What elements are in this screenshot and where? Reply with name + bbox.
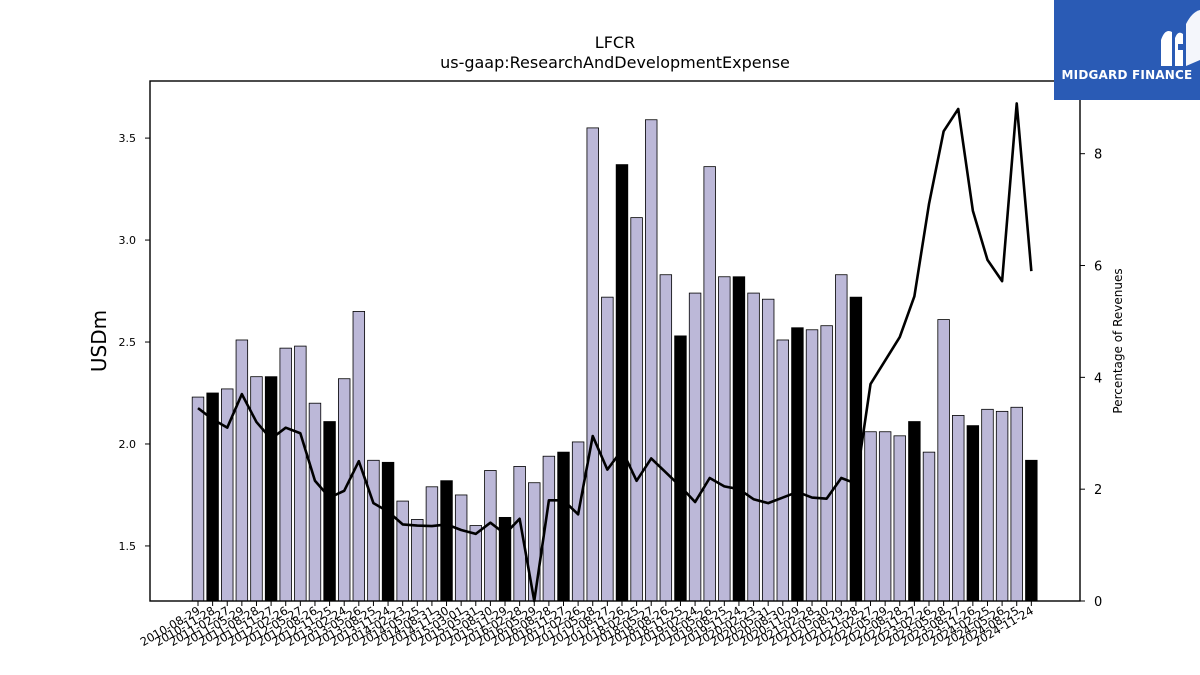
y2-tick-label: 0 <box>1094 595 1102 610</box>
y-tick-label: 3.0 <box>119 234 137 247</box>
bar <box>674 335 687 602</box>
bar <box>761 298 775 602</box>
bar <box>396 500 409 602</box>
bar <box>411 519 424 602</box>
bar <box>294 345 307 602</box>
bar <box>454 494 468 602</box>
bar <box>922 451 936 602</box>
bar <box>688 292 702 602</box>
x-axis: 2010-08-292010-11-282011-02-272011-05-29… <box>138 601 1036 649</box>
bar <box>279 347 292 602</box>
bar <box>250 376 263 602</box>
bar <box>440 480 453 602</box>
bar <box>835 274 848 602</box>
bar <box>264 376 278 602</box>
bar <box>805 329 819 602</box>
bar <box>776 339 790 602</box>
y-tick-label: 3.5 <box>119 132 137 145</box>
midgard-logo-icon <box>1161 10 1200 66</box>
bar <box>425 486 439 602</box>
y2-tick-label: 6 <box>1094 260 1102 275</box>
bar <box>191 396 205 602</box>
y-tick-label: 2.5 <box>119 336 137 349</box>
chart-subtitle: us-gaap:ResearchAndDevelopmentExpense <box>440 53 790 72</box>
brand-name: MIDGARD FINANCE <box>1061 68 1193 82</box>
y2-tick-label: 2 <box>1094 483 1102 498</box>
brand-logo: MIDGARD FINANCE <box>1054 0 1200 100</box>
bar <box>732 276 746 602</box>
percentage-line <box>197 102 1033 603</box>
bar <box>367 459 380 602</box>
bar <box>513 466 526 602</box>
bar <box>791 327 804 602</box>
bar <box>484 470 497 602</box>
bar <box>703 166 716 602</box>
bar <box>557 451 570 602</box>
plot-frame <box>149 80 1081 602</box>
bar <box>645 119 658 602</box>
bar <box>571 441 585 602</box>
y-tick-label: 2.0 <box>119 438 137 451</box>
bar <box>601 296 614 602</box>
bar <box>469 525 482 602</box>
bar <box>308 402 322 602</box>
bar <box>586 127 599 602</box>
y-axis-label: USDm <box>87 310 111 372</box>
bar <box>937 319 950 602</box>
line-group <box>197 102 1033 603</box>
bar <box>1025 459 1038 602</box>
bar <box>747 292 760 602</box>
bar <box>630 217 643 602</box>
y-tick-label: 1.5 <box>119 540 137 553</box>
bar <box>966 425 980 602</box>
bar <box>206 392 219 602</box>
y2-axis-label: Percentage of Revenues <box>1111 268 1125 413</box>
bar <box>235 339 249 602</box>
y-axis-right: 0 2 4 6 8 <box>1080 148 1102 610</box>
bar <box>1010 406 1023 602</box>
bar <box>893 435 906 602</box>
bar <box>995 410 1009 602</box>
bar <box>615 164 629 602</box>
chart-title: LFCR <box>595 33 635 52</box>
bar <box>864 431 877 602</box>
bar <box>981 408 994 602</box>
bar <box>878 431 892 602</box>
bar-group <box>191 119 1038 602</box>
y2-tick-label: 4 <box>1094 371 1102 386</box>
bar <box>908 421 921 602</box>
bar <box>381 461 395 602</box>
bar <box>352 311 366 602</box>
bar <box>718 276 731 602</box>
y-axis-left: 1.5 2.0 2.5 3.0 3.5 <box>119 132 150 553</box>
y2-tick-label: 8 <box>1094 148 1102 163</box>
bar <box>952 415 965 602</box>
bar <box>323 421 336 602</box>
bar <box>659 274 673 602</box>
bar <box>820 325 833 602</box>
